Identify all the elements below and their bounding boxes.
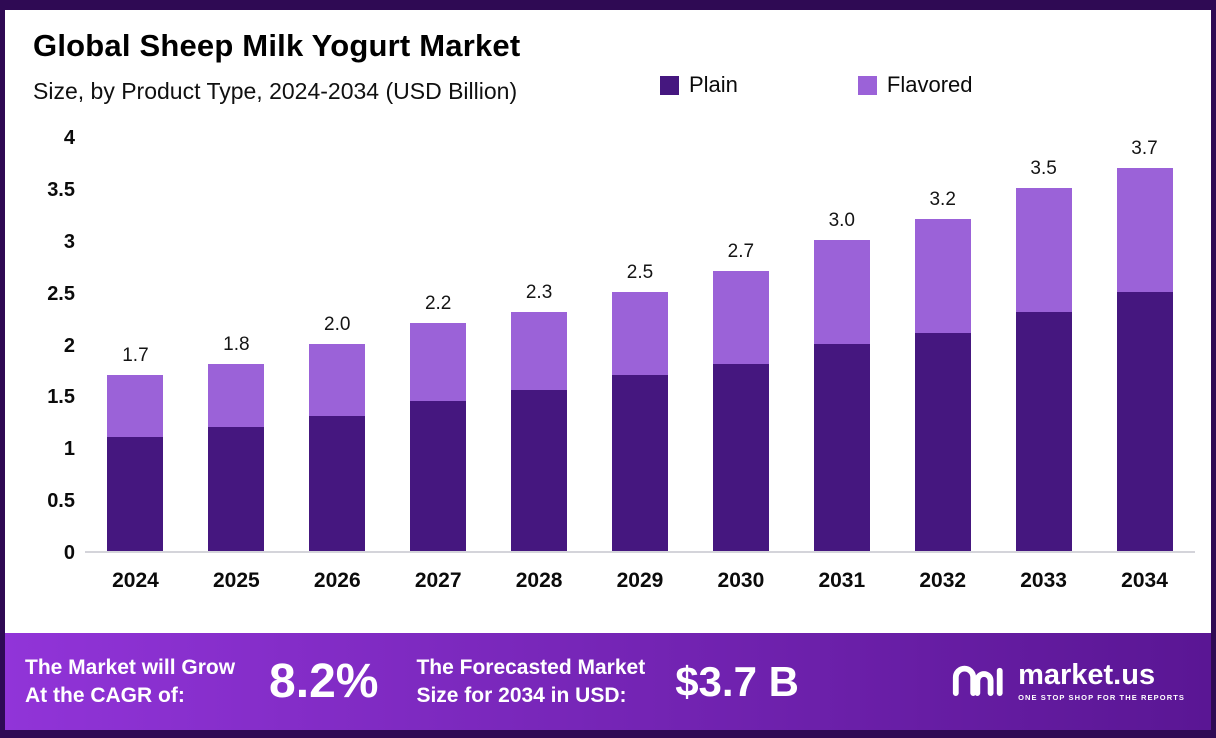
y-axis-tick: 2	[63, 334, 75, 357]
bar-segment-flavored	[208, 364, 265, 427]
bar-segment-plain	[410, 400, 467, 551]
bar-segment-plain	[611, 374, 668, 551]
bar-column: 2.0	[287, 138, 388, 551]
bar-column: 3.7	[1094, 138, 1195, 551]
footer-banner: The Market will Grow At the CAGR of: 8.2…	[5, 633, 1211, 730]
forecast-value: $3.7 B	[675, 657, 799, 705]
bar-segment-flavored	[1116, 168, 1173, 293]
y-axis: 4 3.5 3 2.5 2 1.5 1 0.5 0	[23, 127, 85, 564]
y-axis-tick: 1	[63, 438, 75, 461]
y-axis-tick: 3.5	[47, 178, 75, 201]
bar-segment-plain	[914, 333, 971, 551]
x-axis-label: 2034	[1121, 569, 1168, 592]
x-axis-label: 2029	[616, 569, 664, 592]
bar-segment-flavored	[1015, 187, 1072, 313]
legend: Plain Flavored	[660, 72, 973, 98]
y-axis-tick: 3	[63, 230, 75, 253]
bar-total-label: 1.8	[223, 334, 250, 356]
legend-label: Plain	[689, 72, 738, 97]
bar-segment-flavored	[914, 219, 971, 334]
legend-item-plain: Plain	[660, 72, 738, 98]
chart-header: Global Sheep Milk Yogurt Market Size, by…	[33, 28, 520, 105]
legend-item-flavored: Flavored	[857, 72, 973, 98]
y-axis-tick: 0.5	[47, 490, 75, 513]
x-axis-label: 2028	[515, 569, 563, 592]
x-axis: 2024 2025 2026 2027 2028 2029 2030 2031 2032 2033…	[85, 553, 1195, 593]
plot-area: 1.7 1.8 2.0 2.2 2.3 2.5 2.7 3.0 3.2 3.5 3.7	[85, 138, 1195, 553]
x-axis-label: 2025	[213, 569, 260, 592]
bar-segment-plain	[511, 390, 568, 551]
bar-segment-flavored	[611, 291, 668, 375]
bar-total-label: 2.7	[727, 240, 755, 262]
x-axis-label: 2031	[818, 569, 866, 592]
bar-total-label: 2.0	[324, 313, 351, 335]
bar-total-label: 2.3	[525, 282, 553, 304]
bar-segment-plain	[813, 343, 870, 551]
bar-total-label: 2.5	[626, 261, 654, 283]
forecast-label-line2: Size for 2034 in USD:	[416, 683, 627, 707]
bar-column: 1.8	[186, 138, 287, 551]
brand-mark-icon	[950, 657, 1008, 706]
bar-segment-flavored	[309, 343, 366, 417]
cagr-label-line1: The Market will Grow	[25, 656, 236, 680]
bar-column: 1.7	[85, 138, 186, 551]
cagr-label-line2: At the CAGR of:	[25, 683, 185, 707]
bar-segment-flavored	[712, 270, 769, 365]
bar-column: 3.0	[791, 138, 892, 551]
bar-total-label: 2.2	[424, 292, 452, 314]
forecast-label: The Forecasted Market Size for 2034 in U…	[416, 654, 645, 709]
y-axis-tick: 0	[63, 542, 75, 564]
bar-column: 2.7	[690, 138, 791, 551]
bar-segment-flavored	[107, 374, 164, 437]
bar-total-label: 1.7	[122, 344, 149, 366]
brand-tagline: ONE STOP SHOP FOR THE REPORTS	[1018, 693, 1185, 703]
bar-segment-flavored	[410, 322, 467, 401]
legend-swatch	[660, 75, 679, 95]
bar-column: 3.5	[993, 138, 1094, 551]
cagr-label: The Market will Grow At the CAGR of:	[25, 654, 235, 709]
bar-total-label: 3.2	[929, 189, 956, 210]
bar-total-label: 3.5	[1030, 157, 1057, 179]
x-axis-label: 2033	[1020, 569, 1067, 592]
legend-label: Flavored	[886, 72, 973, 97]
x-axis-label: 2027	[414, 569, 462, 592]
brand-logo: market.us ONE STOP SHOP FOR THE REPORTS	[950, 657, 1185, 706]
x-axis-label: 2032	[919, 569, 967, 592]
bar-segment-plain	[1015, 312, 1072, 551]
bar-segment-plain	[309, 416, 366, 551]
y-axis-tick: 2.5	[47, 282, 75, 305]
bar-segment-plain	[107, 436, 164, 551]
bar-segment-flavored	[813, 239, 870, 344]
bar-column: 2.2	[388, 138, 489, 551]
forecast-label-line1: The Forecasted Market	[416, 656, 646, 680]
x-axis-label: 2030	[717, 569, 765, 592]
bar-segment-flavored	[511, 312, 568, 391]
bar-column: 2.3	[489, 138, 590, 551]
brand-text: market.us ONE STOP SHOP FOR THE REPORTS	[1018, 661, 1185, 702]
chart-subtitle: Size, by Product Type, 2024-2034 (USD Bi…	[33, 78, 518, 104]
bar-segment-plain	[712, 364, 769, 551]
bar-column: 2.5	[590, 138, 691, 551]
y-axis-tick: 1.5	[47, 386, 75, 409]
bar-column: 3.2	[892, 138, 993, 551]
bar-segment-plain	[208, 426, 265, 551]
bar-total-label: 3.0	[828, 209, 855, 231]
bar-segment-plain	[1116, 292, 1173, 551]
chart-title: Global Sheep Milk Yogurt Market	[33, 28, 521, 63]
legend-swatch	[857, 75, 877, 95]
y-axis-tick: 4	[63, 127, 75, 149]
cagr-value: 8.2%	[269, 655, 379, 708]
stacked-bar-chart: 4 3.5 3 2.5 2 1.5 1 0.5 0 1.7 1.8 2.0 2.2 2.3 2.5 2.7 3…	[23, 127, 1195, 593]
x-axis-label: 2026	[313, 569, 361, 592]
bar-total-label: 3.7	[1131, 138, 1158, 159]
x-axis-label: 2024	[112, 569, 159, 592]
brand-name: market.us	[1018, 659, 1156, 692]
